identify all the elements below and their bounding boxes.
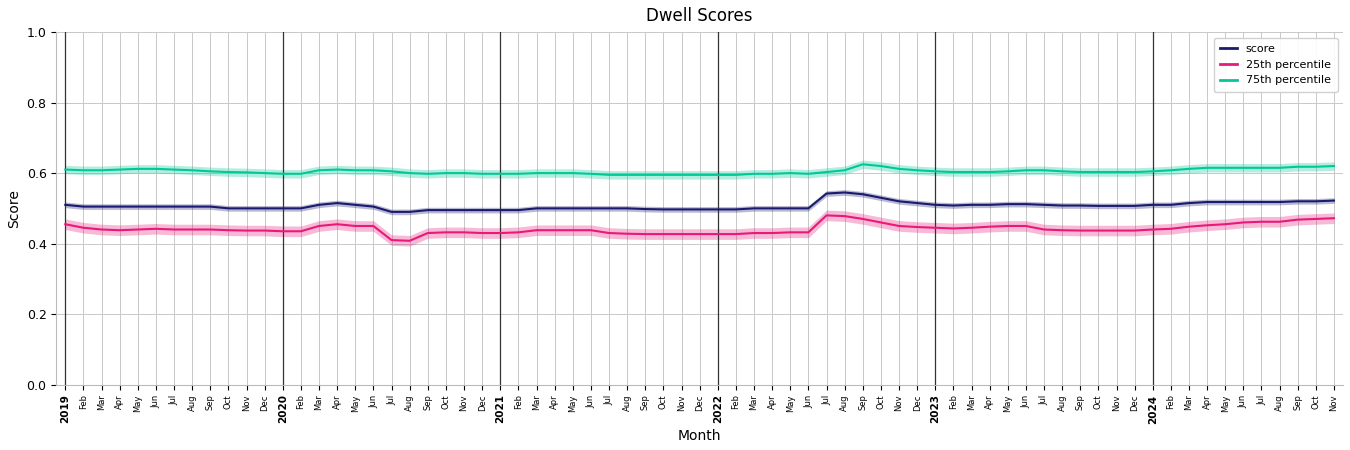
Legend: score, 25th percentile, 75th percentile: score, 25th percentile, 75th percentile [1214, 38, 1338, 92]
Y-axis label: Score: Score [7, 189, 22, 228]
Title: Dwell Scores: Dwell Scores [647, 7, 753, 25]
X-axis label: Month: Month [678, 429, 721, 443]
